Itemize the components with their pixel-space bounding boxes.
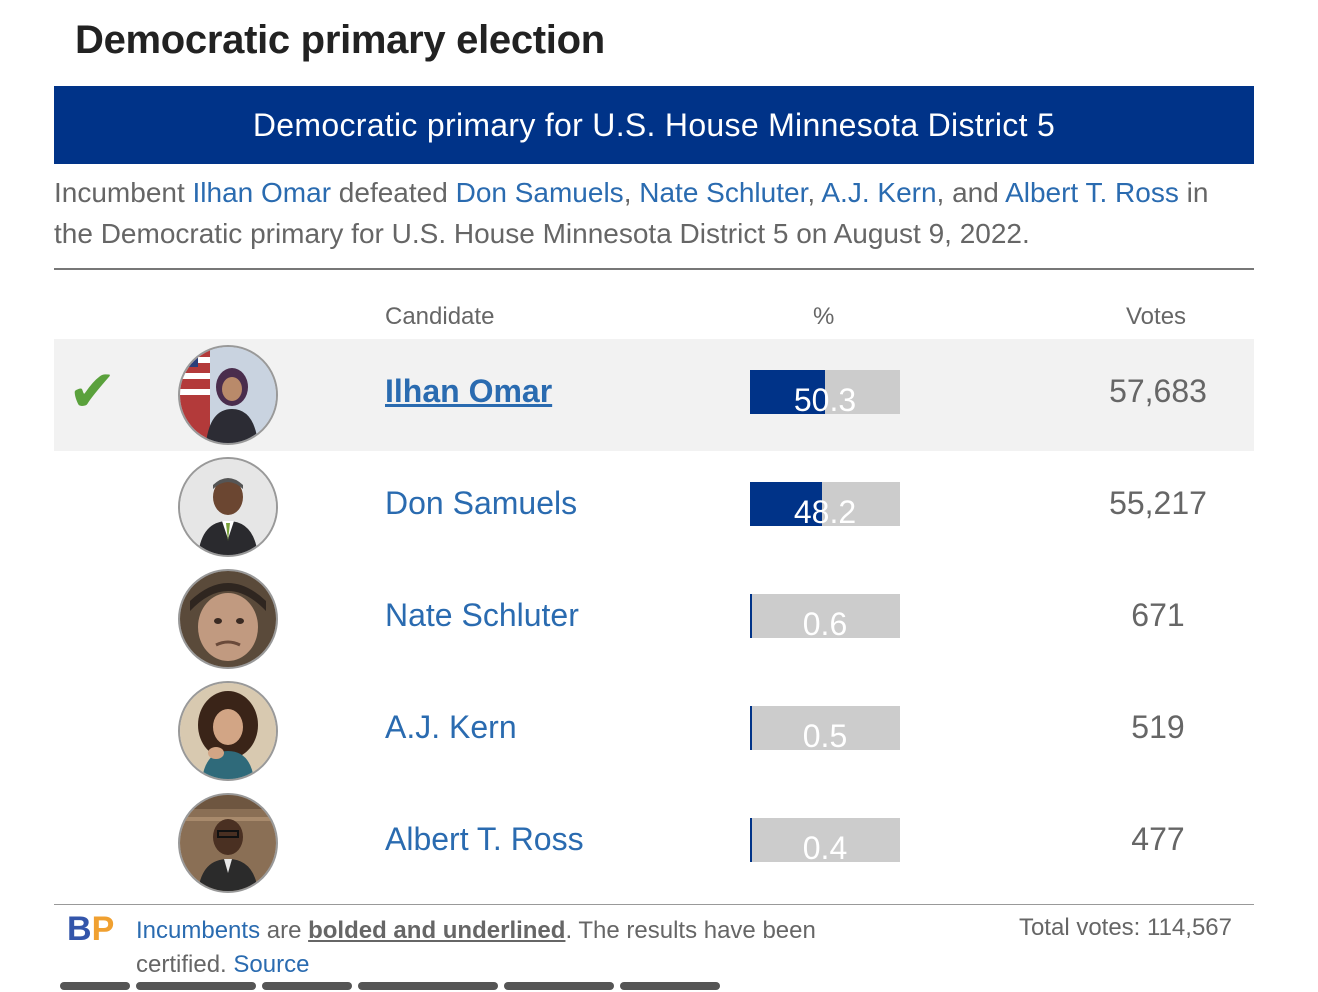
percent-bar-fill: [750, 370, 826, 414]
summary-prefix: Incumbent: [54, 177, 193, 208]
summary-separator: ,: [623, 177, 640, 208]
footnote-text: are: [260, 917, 309, 944]
summary-link-opponent[interactable]: A.J. Kern: [821, 177, 937, 208]
percent-label: 0.5: [802, 718, 848, 750]
table-row: Nate Schluter 0.6 671: [54, 563, 1254, 675]
race-title: Democratic primary for U.S. House Minnes…: [252, 106, 1056, 143]
summary-link-opponent[interactable]: Albert T. Ross: [1005, 177, 1179, 208]
candidate-link[interactable]: Nate Schluter: [385, 597, 579, 633]
percent-bar: 0.6: [750, 594, 900, 638]
percent-bar-fill: [750, 482, 823, 526]
percent-bar: 0.5: [750, 706, 900, 750]
column-header-candidate: Candidate: [385, 303, 495, 330]
table-row: Albert T. Ross 0.4 477: [54, 787, 1254, 899]
page-title: Democratic primary election: [75, 18, 605, 62]
table-row: ✔ Ilhan Omar 50.3 57,683: [54, 339, 1254, 451]
vote-count: 57,683: [1109, 373, 1207, 409]
race-header: Democratic primary for U.S. House Minnes…: [54, 86, 1254, 164]
divider: [54, 904, 1254, 905]
candidate-link[interactable]: Albert T. Ross: [385, 821, 584, 857]
footnote-text: . The results have been certified.: [136, 917, 816, 978]
ballotpedia-logo[interactable]: BP: [67, 912, 114, 946]
summary-link-opponent[interactable]: Nate Schluter: [639, 177, 808, 208]
avatar: [178, 345, 278, 445]
summary-separator: ,: [807, 177, 822, 208]
vote-count: 671: [1131, 597, 1185, 633]
column-header-votes: Votes: [1126, 303, 1187, 330]
divider: [54, 268, 1254, 270]
avatar: [178, 681, 278, 781]
footnote: Incumbents are bolded and underlined. Th…: [136, 914, 896, 982]
summary-link-winner[interactable]: Ilhan Omar: [192, 177, 332, 208]
column-header-percent: %: [813, 303, 835, 330]
summary-separator: , and: [936, 177, 1006, 208]
race-summary: Incumbent Ilhan Omar defeated Don Samuel…: [54, 172, 1254, 254]
avatar: [178, 457, 278, 557]
candidate-link[interactable]: Don Samuels: [385, 485, 578, 521]
logo-letter-p: P: [91, 910, 115, 948]
percent-bar: 0.4: [750, 818, 900, 862]
table-row: Don Samuels 48.2 55,217: [54, 451, 1254, 563]
footnote-emphasis: bolded and underlined: [308, 917, 566, 944]
avatar: [178, 569, 278, 669]
summary-link-opponent[interactable]: Don Samuels: [455, 177, 624, 208]
table-row: A.J. Kern 0.5 519: [54, 675, 1254, 787]
percent-label: 0.4: [802, 830, 848, 862]
percent-bar-fill: [750, 594, 752, 638]
percent-label: 50.3: [793, 382, 857, 414]
winner-check-icon: ✔: [68, 359, 117, 424]
percent-label: 48.2: [793, 494, 857, 526]
percent-bar-fill: [750, 818, 752, 862]
vote-count: 55,217: [1109, 485, 1207, 521]
percent-bar-fill: [750, 706, 752, 750]
source-link[interactable]: Source: [233, 951, 310, 978]
vote-count: 519: [1131, 709, 1185, 745]
logo-letter-b: B: [67, 910, 92, 948]
avatar: [178, 793, 278, 893]
truncated-text: [60, 982, 820, 992]
percent-label: 0.6: [802, 606, 848, 638]
percent-bar: 50.3: [750, 370, 900, 414]
summary-suffix: in the Democratic primary for U.S. House…: [54, 177, 1209, 249]
percent-bar: 48.2: [750, 482, 900, 526]
candidate-link[interactable]: Ilhan Omar: [385, 373, 553, 409]
total-votes: Total votes: 114,567: [1018, 914, 1232, 941]
summary-defeated: defeated: [331, 177, 456, 208]
incumbents-link[interactable]: Incumbents: [136, 917, 261, 944]
candidate-link[interactable]: A.J. Kern: [385, 709, 517, 745]
vote-count: 477: [1131, 821, 1185, 857]
